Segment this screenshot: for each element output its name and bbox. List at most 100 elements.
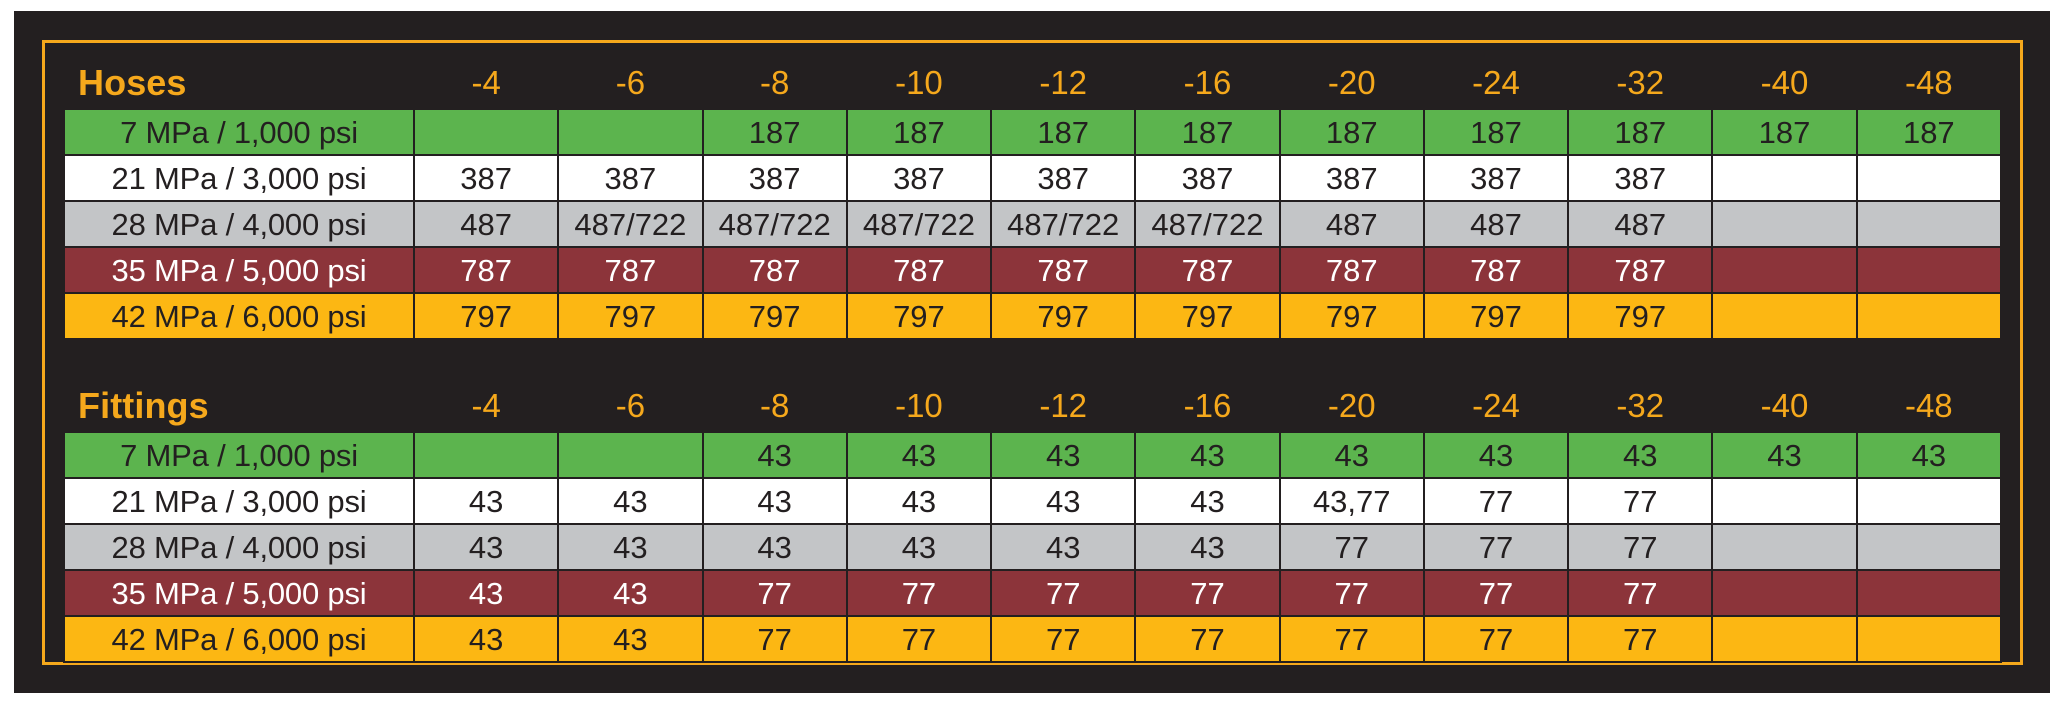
data-cell: 43 <box>412 523 560 571</box>
data-cell: 77 <box>845 615 993 663</box>
column-header-size: -32 <box>1568 380 1713 432</box>
table-row: 42 MPa / 6,000 psi 43 43 77 77 77 77 77 77 77 <box>63 615 2003 663</box>
column-header-size: -24 <box>1423 57 1569 109</box>
data-cell: 77 <box>1278 569 1425 617</box>
data-cell: 387 <box>1134 154 1281 202</box>
table-row: 7 MPa / 1,000 psi 43 43 43 43 43 43 43 43 43 <box>63 431 2003 479</box>
data-cell: 787 <box>990 246 1137 294</box>
column-header-size: -20 <box>1279 380 1424 432</box>
data-cell: 43 <box>990 477 1137 525</box>
row-label-pressure-rating: 28 MPa / 4,000 psi <box>63 200 415 248</box>
data-cell <box>1855 615 2003 663</box>
data-cell: 387 <box>557 154 704 202</box>
data-cell: 787 <box>557 246 704 294</box>
data-cell: 43 <box>557 523 704 571</box>
data-cell: 77 <box>1134 615 1281 663</box>
data-cell: 43 <box>412 615 560 663</box>
table-row: 42 MPa / 6,000 psi 797 797 797 797 797 797 797 7… <box>63 292 2003 340</box>
data-cell <box>1711 154 1858 202</box>
data-cell: 487/722 <box>990 200 1137 248</box>
row-label-pressure-rating: 35 MPa / 5,000 psi <box>63 246 415 294</box>
data-cell: 43 <box>1422 431 1570 479</box>
data-cell: 43 <box>701 477 848 525</box>
data-cell: 787 <box>412 246 560 294</box>
data-cell: 797 <box>845 292 993 340</box>
row-label-pressure-rating: 42 MPa / 6,000 psi <box>63 615 415 663</box>
data-cell: 43 <box>1278 431 1425 479</box>
data-cell: 77 <box>1567 477 1714 525</box>
row-label-pressure-rating: 7 MPa / 1,000 psi <box>63 431 415 479</box>
data-cell: 77 <box>990 615 1137 663</box>
row-label-pressure-rating: 42 MPa / 6,000 psi <box>63 292 415 340</box>
data-cell: 187 <box>701 108 848 156</box>
data-cell: 487 <box>1278 200 1425 248</box>
data-cell: 43,77 <box>1278 477 1425 525</box>
data-cell: 77 <box>1567 523 1714 571</box>
data-cell: 77 <box>1134 569 1281 617</box>
data-cell: 43 <box>557 615 704 663</box>
data-cell: 43 <box>1711 431 1858 479</box>
data-cell: 77 <box>1278 615 1425 663</box>
data-cell: 43 <box>1134 431 1281 479</box>
data-cell: 787 <box>1134 246 1281 294</box>
column-header-size: -6 <box>558 380 703 432</box>
data-cell <box>1711 477 1858 525</box>
data-cell: 387 <box>1278 154 1425 202</box>
data-cell <box>1855 292 2003 340</box>
data-cell: 797 <box>1278 292 1425 340</box>
row-label-pressure-rating: 28 MPa / 4,000 psi <box>63 523 415 571</box>
data-cell <box>412 431 560 479</box>
column-header-size: -12 <box>991 380 1136 432</box>
data-cell: 77 <box>1422 569 1570 617</box>
data-cell: 77 <box>701 615 848 663</box>
data-cell: 187 <box>1134 108 1281 156</box>
data-cell: 487/722 <box>701 200 848 248</box>
data-cell: 387 <box>701 154 848 202</box>
data-cell: 77 <box>990 569 1137 617</box>
data-cell: 43 <box>1134 477 1281 525</box>
data-cell: 77 <box>1278 523 1425 571</box>
column-header-size: -4 <box>414 57 559 109</box>
data-cell: 77 <box>1422 523 1570 571</box>
data-cell: 43 <box>1134 523 1281 571</box>
column-header-size: -16 <box>1135 57 1280 109</box>
data-cell: 187 <box>990 108 1137 156</box>
data-cell <box>412 108 560 156</box>
data-cell: 77 <box>845 569 993 617</box>
data-cell: 487 <box>1422 200 1570 248</box>
table-header-row: Hoses -4 -6 -8 -10 -12 -16 -20 -24 -32 -40 -48 <box>64 57 2001 109</box>
column-header-size: -20 <box>1279 57 1424 109</box>
column-header-size: -24 <box>1423 380 1569 432</box>
data-cell: 187 <box>1567 108 1714 156</box>
data-cell: 43 <box>557 569 704 617</box>
data-cell <box>1711 615 1858 663</box>
data-cell: 43 <box>845 523 993 571</box>
data-cell: 387 <box>1567 154 1714 202</box>
column-header-size: -8 <box>702 380 847 432</box>
data-cell <box>1855 154 2003 202</box>
data-cell <box>1855 477 2003 525</box>
data-cell: 787 <box>845 246 993 294</box>
data-cell: 387 <box>412 154 560 202</box>
data-cell: 387 <box>845 154 993 202</box>
data-cell <box>1855 569 2003 617</box>
data-cell <box>1711 246 1858 294</box>
data-cell <box>557 108 704 156</box>
column-header-size: -40 <box>1712 57 1857 109</box>
data-cell <box>1711 569 1858 617</box>
data-cell: 43 <box>990 523 1137 571</box>
data-cell: 77 <box>701 569 848 617</box>
data-cell: 43 <box>845 477 993 525</box>
data-cell <box>1855 246 2003 294</box>
table-row: 35 MPa / 5,000 psi 787 787 787 787 787 787 787 7… <box>63 246 2003 294</box>
data-cell: 43 <box>701 431 848 479</box>
data-cell <box>557 431 704 479</box>
column-header-size: -8 <box>702 57 847 109</box>
section-title: Fittings <box>64 380 414 432</box>
column-header-size: -32 <box>1568 57 1713 109</box>
data-cell <box>1711 200 1858 248</box>
row-label-pressure-rating: 21 MPa / 3,000 psi <box>63 477 415 525</box>
column-header-size: -4 <box>414 380 559 432</box>
data-cell <box>1711 523 1858 571</box>
column-header-size: -48 <box>1856 380 2001 432</box>
